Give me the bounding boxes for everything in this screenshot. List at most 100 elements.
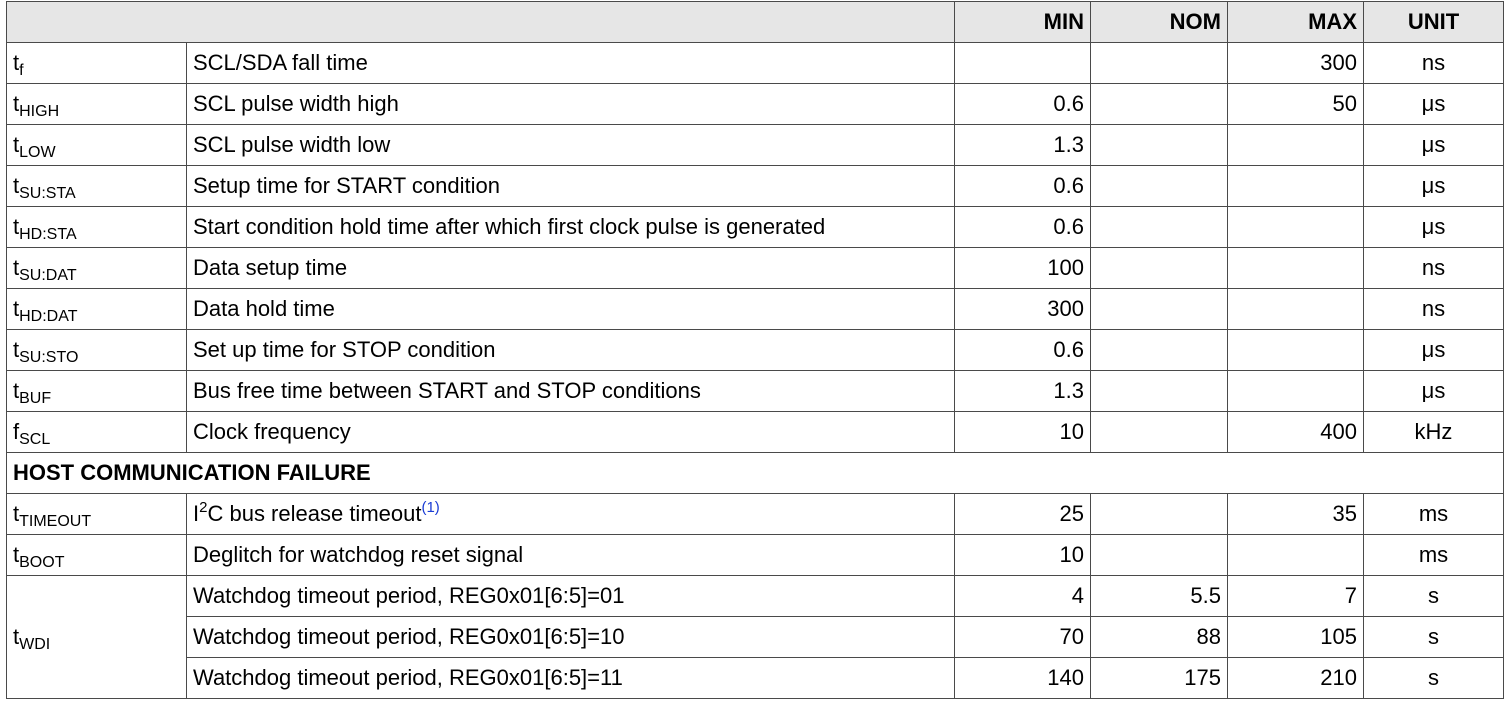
nom-value — [1090, 124, 1228, 166]
param-description: I2C bus release timeout(1) — [186, 493, 955, 535]
param-description: SCL pulse width low — [186, 124, 955, 166]
header-unit: UNIT — [1363, 1, 1504, 43]
nom-value: 175 — [1090, 657, 1228, 699]
unit-value: ms — [1363, 534, 1504, 576]
nom-value — [1090, 288, 1228, 330]
max-value: 300 — [1227, 42, 1364, 84]
table-row: tHD:DAT Data hold time 300 ns — [6, 288, 1504, 330]
max-value: 400 — [1227, 411, 1364, 453]
min-value: 1.3 — [954, 124, 1091, 166]
nom-value: 5.5 — [1090, 575, 1228, 617]
table-row: tSU:DAT Data setup time 100 ns — [6, 247, 1504, 289]
min-value: 25 — [954, 493, 1091, 535]
table-row: tSU:STO Set up time for STOP condition 0… — [6, 329, 1504, 371]
max-value: 210 — [1227, 657, 1364, 699]
min-value: 300 — [954, 288, 1091, 330]
param-description: Watchdog timeout period, REG0x01[6:5]=11 — [186, 657, 955, 699]
nom-value — [1090, 206, 1228, 248]
header-max: MAX — [1227, 1, 1364, 43]
header-min: MIN — [954, 1, 1091, 43]
nom-value — [1090, 247, 1228, 289]
min-value: 100 — [954, 247, 1091, 289]
nom-value — [1090, 329, 1228, 371]
param-description: SCL pulse width high — [186, 83, 955, 125]
nom-value — [1090, 493, 1228, 535]
param-symbol: fSCL — [6, 411, 187, 453]
min-value: 10 — [954, 411, 1091, 453]
unit-value: μs — [1363, 329, 1504, 371]
unit-value: kHz — [1363, 411, 1504, 453]
param-description: SCL/SDA fall time — [186, 42, 955, 84]
param-description: Watchdog timeout period, REG0x01[6:5]=10 — [186, 616, 955, 658]
max-value — [1227, 370, 1364, 412]
param-symbol: tSU:STA — [6, 165, 187, 207]
param-description: Data hold time — [186, 288, 955, 330]
unit-value: μs — [1363, 206, 1504, 248]
param-description: Clock frequency — [186, 411, 955, 453]
param-symbol: tWDI — [6, 575, 187, 699]
max-value — [1227, 288, 1364, 330]
section-row: HOST COMMUNICATION FAILURE — [6, 452, 1504, 494]
param-symbol: tHD:STA — [6, 206, 187, 248]
unit-value: ns — [1363, 247, 1504, 289]
max-value: 35 — [1227, 493, 1364, 535]
max-value — [1227, 165, 1364, 207]
unit-value: μs — [1363, 124, 1504, 166]
min-value: 0.6 — [954, 329, 1091, 371]
min-value: 10 — [954, 534, 1091, 576]
param-symbol: tBOOT — [6, 534, 187, 576]
param-symbol: tHD:DAT — [6, 288, 187, 330]
min-value: 1.3 — [954, 370, 1091, 412]
param-description: Deglitch for watchdog reset signal — [186, 534, 955, 576]
header-row: MIN NOM MAX UNIT — [6, 1, 1504, 43]
param-description: Data setup time — [186, 247, 955, 289]
param-symbol: tf — [6, 42, 187, 84]
min-value: 70 — [954, 616, 1091, 658]
section-title: HOST COMMUNICATION FAILURE — [6, 452, 1504, 494]
nom-value — [1090, 534, 1228, 576]
unit-value: μs — [1363, 370, 1504, 412]
max-value: 7 — [1227, 575, 1364, 617]
timing-spec-table: MIN NOM MAX UNIT tf SCL/SDA fall time 30… — [6, 1, 1504, 699]
min-value: 140 — [954, 657, 1091, 699]
table-row: tBUF Bus free time between START and STO… — [6, 370, 1504, 412]
param-symbol: tLOW — [6, 124, 187, 166]
param-symbol: tBUF — [6, 370, 187, 412]
table-row: Watchdog timeout period, REG0x01[6:5]=10… — [7, 616, 1504, 658]
param-symbol: tTIMEOUT — [6, 493, 187, 535]
min-value: 0.6 — [954, 206, 1091, 248]
unit-value: μs — [1363, 83, 1504, 125]
min-value: 0.6 — [954, 83, 1091, 125]
min-value: 4 — [954, 575, 1091, 617]
param-description: Setup time for START condition — [186, 165, 955, 207]
nom-value: 88 — [1090, 616, 1228, 658]
max-value — [1227, 534, 1364, 576]
param-description: Set up time for STOP condition — [186, 329, 955, 371]
table-row: tHD:STA Start condition hold time after … — [6, 206, 1504, 248]
table-row: tTIMEOUT I2C bus release timeout(1) 25 3… — [6, 493, 1504, 535]
max-value: 50 — [1227, 83, 1364, 125]
nom-value — [1090, 165, 1228, 207]
table-row: fSCL Clock frequency 10 400 kHz — [6, 411, 1504, 453]
nom-value — [1090, 42, 1228, 84]
table-row: tLOW SCL pulse width low 1.3 μs — [6, 124, 1504, 166]
param-symbol: tHIGH — [6, 83, 187, 125]
table-row: tBOOT Deglitch for watchdog reset signal… — [6, 534, 1504, 576]
min-value — [954, 42, 1091, 84]
nom-value — [1090, 411, 1228, 453]
unit-value: s — [1363, 575, 1504, 617]
unit-value: s — [1363, 616, 1504, 658]
max-value — [1227, 206, 1364, 248]
max-value — [1227, 329, 1364, 371]
table-row: tSU:STA Setup time for START condition 0… — [6, 165, 1504, 207]
footnote-link[interactable]: (1) — [421, 499, 440, 516]
unit-value: ms — [1363, 493, 1504, 535]
header-nom: NOM — [1090, 1, 1228, 43]
table-row: tHIGH SCL pulse width high 0.6 50 μs — [6, 83, 1504, 125]
table-row: Watchdog timeout period, REG0x01[6:5]=11… — [7, 657, 1504, 699]
param-symbol: tSU:DAT — [6, 247, 187, 289]
table-row: tf SCL/SDA fall time 300 ns — [6, 42, 1504, 84]
max-value — [1227, 124, 1364, 166]
param-description: Watchdog timeout period, REG0x01[6:5]=01 — [186, 575, 955, 617]
nom-value — [1090, 83, 1228, 125]
